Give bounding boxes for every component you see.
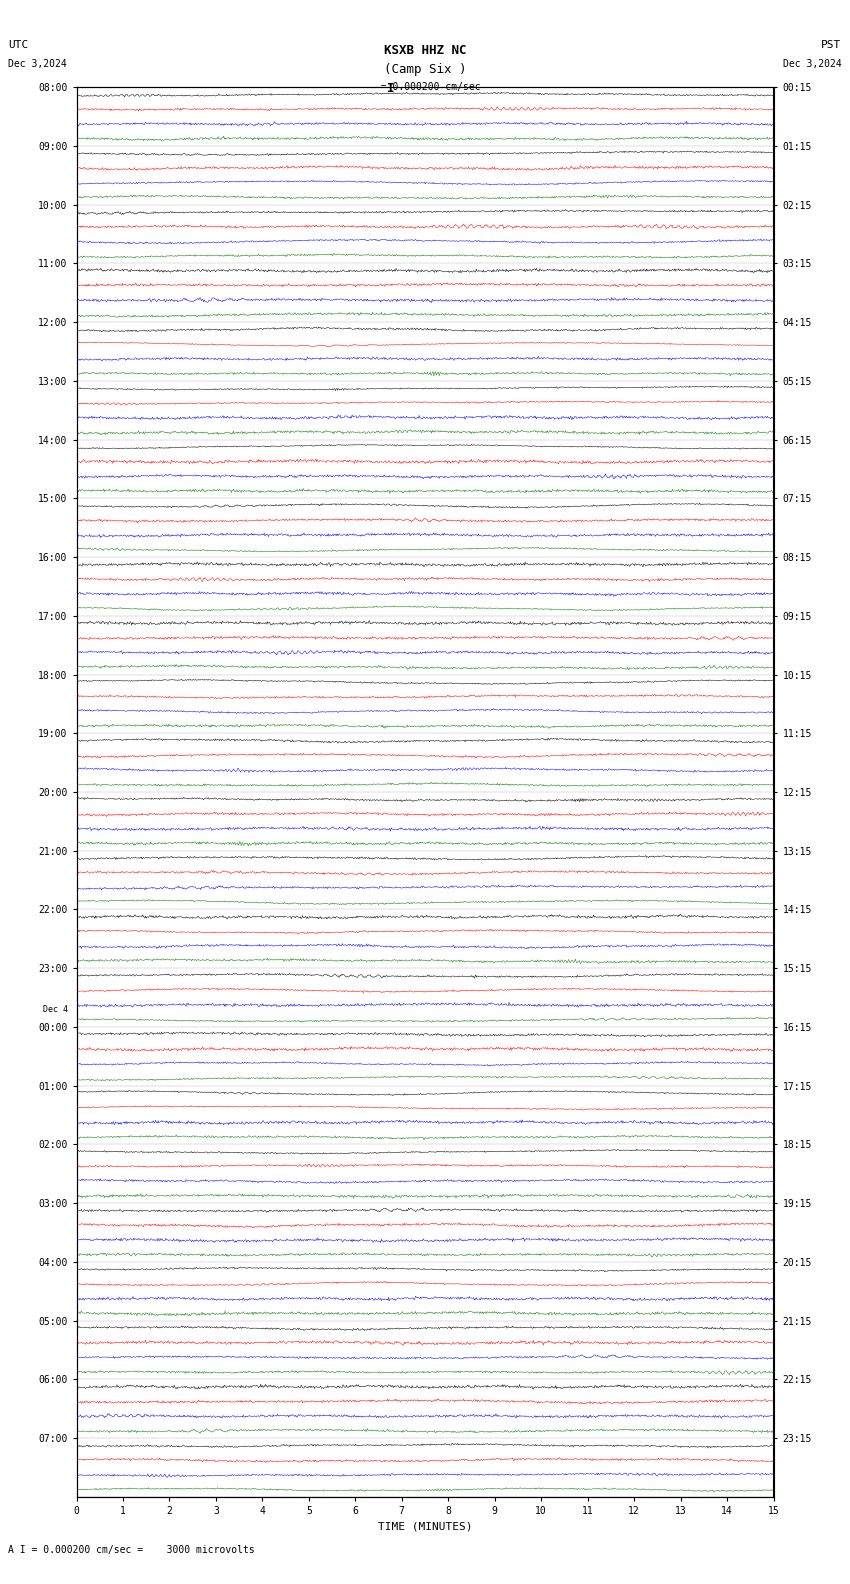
Text: PST: PST [821, 40, 842, 49]
Text: (Camp Six ): (Camp Six ) [383, 63, 467, 76]
Text: Dec 3,2024: Dec 3,2024 [8, 59, 67, 68]
Text: KSXB HHZ NC: KSXB HHZ NC [383, 44, 467, 57]
Text: UTC: UTC [8, 40, 29, 49]
Text: = 0.000200 cm/sec: = 0.000200 cm/sec [369, 82, 481, 92]
X-axis label: TIME (MINUTES): TIME (MINUTES) [377, 1522, 473, 1532]
Text: Dec 4: Dec 4 [43, 1006, 68, 1014]
Text: A I = 0.000200 cm/sec =    3000 microvolts: A I = 0.000200 cm/sec = 3000 microvolts [8, 1546, 255, 1555]
Text: I: I [388, 81, 394, 95]
Text: Dec 3,2024: Dec 3,2024 [783, 59, 842, 68]
